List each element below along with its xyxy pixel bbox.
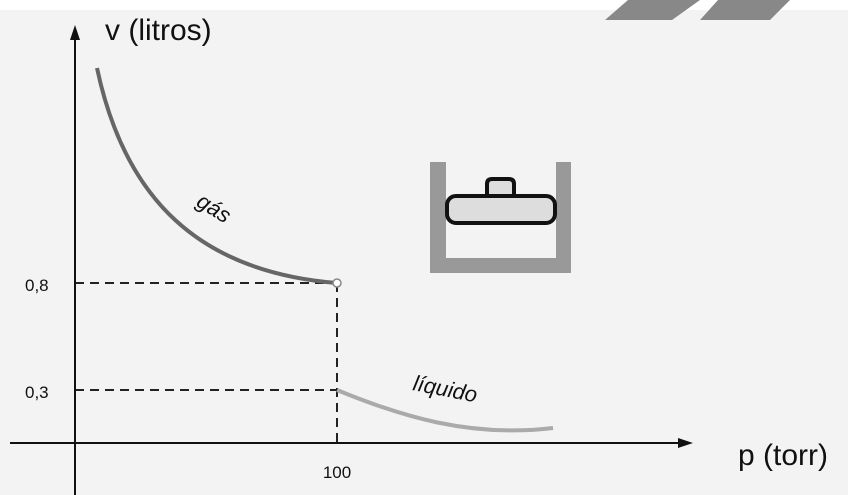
y-tick-label: 0,8: [25, 276, 49, 295]
x-tick-label: 100: [323, 463, 351, 482]
diagram: v (litros) p (torr) 0,8 0,3 100 gás líqu…: [0, 0, 848, 495]
x-axis-label: p (torr): [738, 439, 828, 472]
transition-point: [333, 279, 341, 287]
background: [0, 10, 848, 495]
page: v (litros) p (torr) 0,8 0,3 100 gás líqu…: [0, 0, 848, 495]
piston: [447, 196, 555, 223]
y-tick-label: 0,3: [25, 383, 49, 402]
y-axis-label: v (litros): [105, 14, 212, 47]
